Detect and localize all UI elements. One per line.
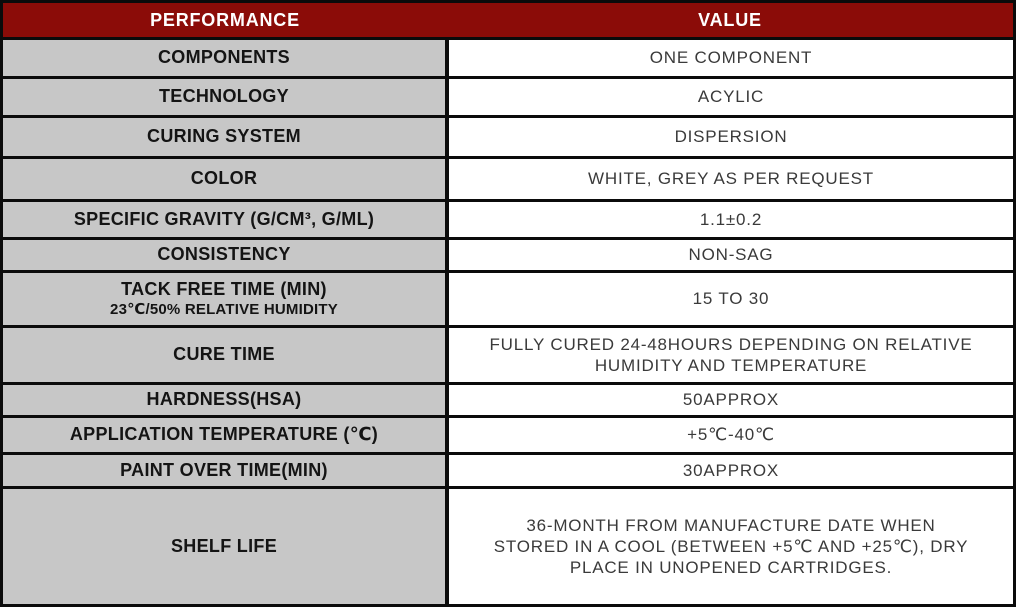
table-row: APPLICATION TEMPERATURE (℃) +5℃-40℃ [1,415,1015,454]
performance-label: CURE TIME [173,344,275,365]
performance-cell: CURING SYSTEM [1,115,449,158]
performance-cell: TECHNOLOGY [1,76,449,117]
performance-label: SHELF LIFE [171,535,277,556]
performance-cell: PAINT OVER TIME(MIN) [1,452,449,488]
value-cell: ONE COMPONENT [447,37,1015,78]
table-row: TECHNOLOGY ACYLIC [1,76,1015,117]
table-row: CURING SYSTEM DISPERSION [1,115,1015,158]
performance-label: HARDNESS(HSA) [146,389,302,410]
table-body: COMPONENTS ONE COMPONENT TECHNOLOGY ACYL… [1,37,1015,606]
value-cell: FULLY CURED 24-48HOURS DEPENDING ON RELA… [447,325,1015,384]
value-cell: +5℃-40℃ [447,415,1015,454]
value-cell: NON-SAG [447,237,1015,272]
performance-cell: COMPONENTS [1,37,449,78]
performance-label: TACK FREE TIME (MIN) [121,279,327,300]
performance-cell: CONSISTENCY [1,237,449,272]
value-cell: 30APPROX [447,452,1015,488]
performance-label: TECHNOLOGY [158,86,289,107]
value-cell: 50APPROX [447,382,1015,417]
value-cell: ACYLIC [447,76,1015,117]
table-row: SHELF LIFE 36-MONTH FROM MANUFACTURE DAT… [1,486,1015,606]
performance-label: COMPONENTS [157,47,290,68]
performance-cell: COLOR [1,156,449,201]
table-row: COLOR WHITE, GREY AS PER REQUEST [1,156,1015,201]
table-row: TACK FREE TIME (MIN) 23℃/50% RELATIVE HU… [1,270,1015,327]
value-cell: WHITE, GREY AS PER REQUEST [447,156,1015,201]
table-header-row: PERFORMANCE VALUE [1,1,1015,39]
performance-cell: CURE TIME [1,325,449,384]
performance-column-header: PERFORMANCE [1,1,447,39]
table-row: PAINT OVER TIME(MIN) 30APPROX [1,452,1015,488]
table-head: PERFORMANCE VALUE [1,1,1015,39]
table-row: CONSISTENCY NON-SAG [1,237,1015,272]
value-cell: 36-MONTH FROM MANUFACTURE DATE WHEN STOR… [447,486,1015,606]
performance-label: CONSISTENCY [157,244,291,265]
table-row: SPECIFIC GRAVITY (G/CM³, G/ML) 1.1±0.2 [1,199,1015,239]
performance-cell: SHELF LIFE [1,486,449,606]
performance-label: PAINT OVER TIME(MIN) [120,459,328,480]
value-column-header: VALUE [447,1,1015,39]
value-cell: 15 TO 30 [447,270,1015,327]
value-cell: 1.1±0.2 [447,199,1015,239]
performance-cell: HARDNESS(HSA) [1,382,449,417]
table-row: HARDNESS(HSA) 50APPROX [1,382,1015,417]
performance-sublabel: 23℃/50% RELATIVE HUMIDITY [110,301,338,319]
performance-label: CURING SYSTEM [147,126,301,147]
performance-label: SPECIFIC GRAVITY (G/CM³, G/ML) [73,208,375,229]
value-cell: DISPERSION [447,115,1015,158]
performance-label: COLOR [190,168,258,189]
performance-cell: TACK FREE TIME (MIN) 23℃/50% RELATIVE HU… [1,270,449,327]
performance-cell: SPECIFIC GRAVITY (G/CM³, G/ML) [1,199,449,239]
table-row: COMPONENTS ONE COMPONENT [1,37,1015,78]
table-row: CURE TIME FULLY CURED 24-48HOURS DEPENDI… [1,325,1015,384]
performance-cell: APPLICATION TEMPERATURE (℃) [1,415,449,454]
performance-label: APPLICATION TEMPERATURE (℃) [69,424,379,445]
